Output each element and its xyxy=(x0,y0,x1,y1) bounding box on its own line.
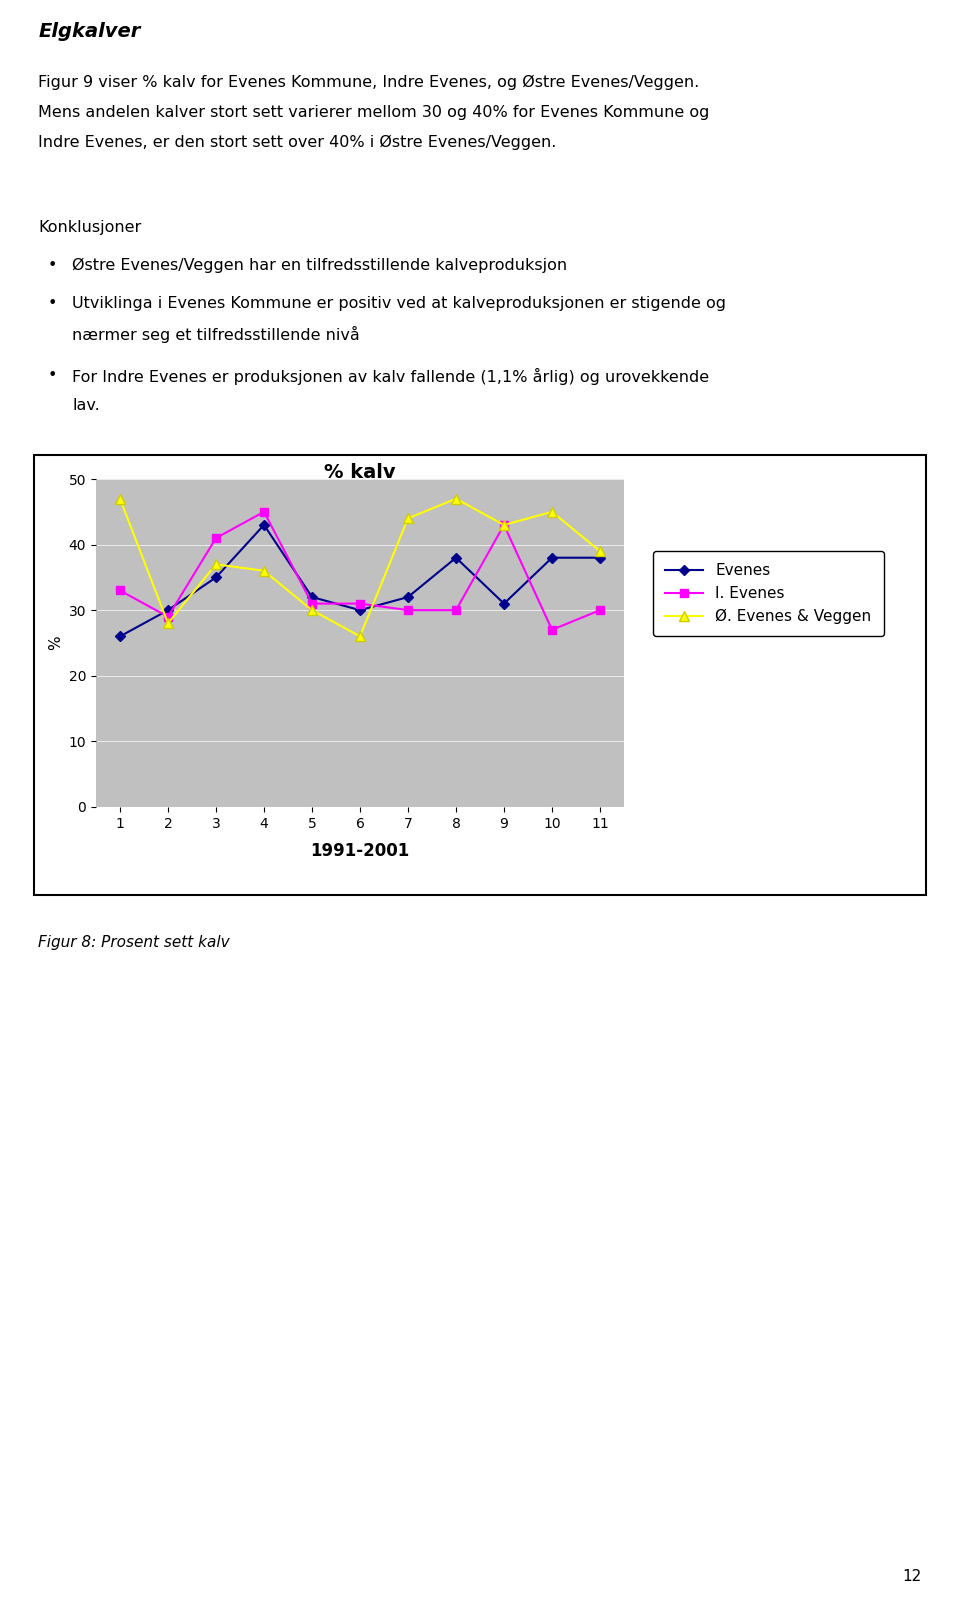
I. Evenes xyxy=(594,601,606,620)
Evenes xyxy=(354,601,366,620)
Line: Evenes: Evenes xyxy=(116,521,604,640)
Text: Utviklinga i Evenes Kommune er positiv ved at kalveproduksjonen er stigende og: Utviklinga i Evenes Kommune er positiv v… xyxy=(72,297,726,311)
Line: Ø. Evenes & Veggen: Ø. Evenes & Veggen xyxy=(115,494,605,641)
I. Evenes xyxy=(306,595,318,614)
Text: Figur 8: Prosent sett kalv: Figur 8: Prosent sett kalv xyxy=(38,935,230,951)
Ø. Evenes & Veggen xyxy=(306,601,318,620)
Ø. Evenes & Veggen xyxy=(354,627,366,646)
Y-axis label: %: % xyxy=(48,636,63,651)
Text: Elgkalver: Elgkalver xyxy=(38,22,141,42)
Text: % kalv: % kalv xyxy=(324,463,396,483)
Ø. Evenes & Veggen xyxy=(162,614,174,633)
Ø. Evenes & Veggen xyxy=(450,489,462,508)
Text: nærmer seg et tilfredsstillende nivå: nærmer seg et tilfredsstillende nivå xyxy=(72,325,360,343)
Text: •: • xyxy=(48,258,58,273)
Text: lav.: lav. xyxy=(72,398,100,412)
Text: 12: 12 xyxy=(902,1569,922,1584)
Evenes xyxy=(162,601,174,620)
Text: Konklusjoner: Konklusjoner xyxy=(38,220,142,236)
Text: •: • xyxy=(48,369,58,383)
Text: Indre Evenes, er den stort sett over 40% i Østre Evenes/Veggen.: Indre Evenes, er den stort sett over 40%… xyxy=(38,135,557,149)
Ø. Evenes & Veggen xyxy=(210,555,222,574)
I. Evenes xyxy=(498,515,510,534)
I. Evenes xyxy=(162,608,174,627)
Evenes xyxy=(594,548,606,567)
Ø. Evenes & Veggen xyxy=(498,515,510,534)
I. Evenes xyxy=(354,595,366,614)
Ø. Evenes & Veggen xyxy=(114,489,126,508)
Evenes xyxy=(114,627,126,646)
Ø. Evenes & Veggen xyxy=(402,508,414,527)
Evenes xyxy=(498,595,510,614)
Legend: Evenes, I. Evenes, Ø. Evenes & Veggen: Evenes, I. Evenes, Ø. Evenes & Veggen xyxy=(653,551,884,636)
Text: •: • xyxy=(48,297,58,311)
I. Evenes xyxy=(258,502,270,521)
Text: Figur 9 viser % kalv for Evenes Kommune, Indre Evenes, og Østre Evenes/Veggen.: Figur 9 viser % kalv for Evenes Kommune,… xyxy=(38,75,700,90)
Evenes xyxy=(258,515,270,534)
Text: Østre Evenes/Veggen har en tilfredsstillende kalveproduksjon: Østre Evenes/Veggen har en tilfredsstill… xyxy=(72,258,567,273)
I. Evenes xyxy=(210,529,222,548)
X-axis label: 1991-2001: 1991-2001 xyxy=(310,842,410,859)
Text: For Indre Evenes er produksjonen av kalv fallende (1,1% årlig) og urovekkende: For Indre Evenes er produksjonen av kalv… xyxy=(72,369,709,385)
Evenes xyxy=(210,567,222,587)
Evenes xyxy=(546,548,558,567)
Ø. Evenes & Veggen xyxy=(258,561,270,580)
Evenes xyxy=(450,548,462,567)
Ø. Evenes & Veggen xyxy=(594,542,606,561)
I. Evenes xyxy=(402,601,414,620)
Evenes xyxy=(402,587,414,606)
I. Evenes xyxy=(546,620,558,640)
I. Evenes xyxy=(450,601,462,620)
Evenes xyxy=(306,587,318,606)
Ø. Evenes & Veggen xyxy=(546,502,558,521)
Line: I. Evenes: I. Evenes xyxy=(116,508,604,635)
I. Evenes xyxy=(114,580,126,600)
Text: Mens andelen kalver stort sett varierer mellom 30 og 40% for Evenes Kommune og: Mens andelen kalver stort sett varierer … xyxy=(38,104,709,120)
